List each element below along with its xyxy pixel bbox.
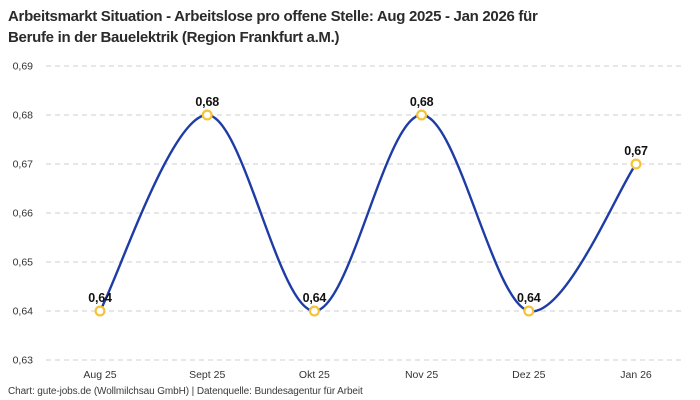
data-point-label: 0,67 xyxy=(624,144,648,158)
data-point-marker xyxy=(523,305,535,317)
chart-title-line-1: Arbeitsmarkt Situation - Arbeitslose pro… xyxy=(8,8,538,25)
data-point-label: 0,64 xyxy=(517,291,541,305)
y-axis-tick-label: 0,68 xyxy=(13,110,34,122)
x-axis-tick-label: Aug 25 xyxy=(83,369,116,381)
data-point-marker xyxy=(416,109,428,121)
data-point-label: 0,64 xyxy=(303,291,327,305)
x-axis-tick-label: Dez 25 xyxy=(512,369,545,381)
y-axis-tick-label: 0,67 xyxy=(13,159,34,171)
y-axis-tick-label: 0,63 xyxy=(13,355,34,367)
x-axis-tick-label: Sept 25 xyxy=(189,369,225,381)
data-point-marker xyxy=(308,305,320,317)
data-point-label: 0,68 xyxy=(410,95,434,109)
data-point-marker xyxy=(630,158,642,170)
data-point-marker xyxy=(94,305,106,317)
y-axis-tick-label: 0,64 xyxy=(13,306,34,318)
data-point-label: 0,68 xyxy=(195,95,219,109)
data-point-marker xyxy=(201,109,213,121)
data-point-label: 0,64 xyxy=(88,291,112,305)
chart-title: Arbeitsmarkt Situation - Arbeitslose pro… xyxy=(8,6,538,48)
x-axis-tick-label: Jan 26 xyxy=(620,369,652,381)
chart-credit: Chart: gute-jobs.de (Wollmilchsau GmbH) … xyxy=(8,386,363,397)
series-line xyxy=(98,113,638,313)
y-axis-tick-label: 0,66 xyxy=(13,208,34,220)
chart-title-line-2: Berufe in der Bauelektrik (Region Frankf… xyxy=(8,29,340,46)
x-axis-tick-label: Okt 25 xyxy=(299,369,330,381)
y-axis-tick-label: 0,69 xyxy=(13,61,34,73)
x-axis-tick-label: Nov 25 xyxy=(405,369,438,381)
y-axis-tick-label: 0,65 xyxy=(13,257,34,269)
